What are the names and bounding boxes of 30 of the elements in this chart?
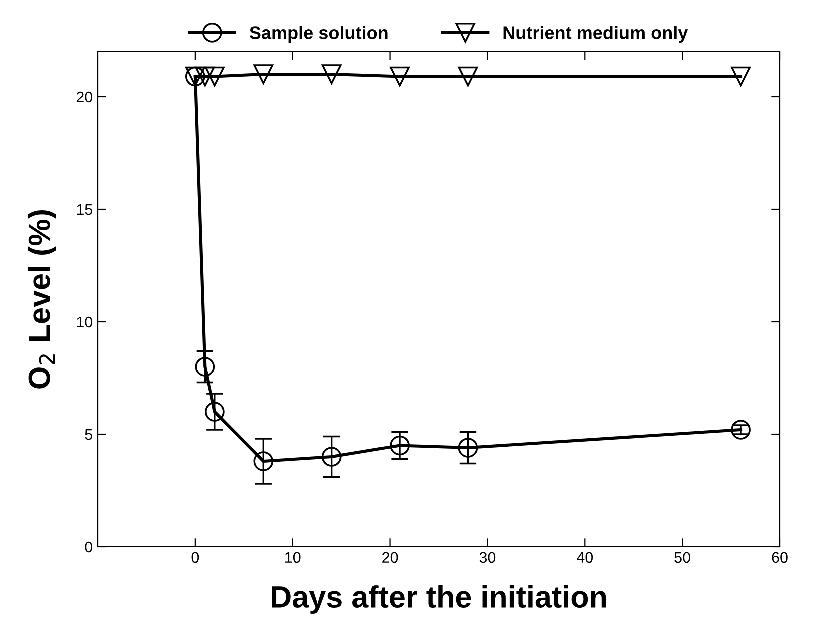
point: [204, 66, 225, 87]
point: [322, 64, 342, 84]
point: [254, 64, 274, 84]
legend-label: Nutrient medium only: [504, 26, 688, 43]
y-tick-label: 0: [85, 542, 93, 553]
x-tick-label: 50: [674, 552, 690, 564]
point: [195, 66, 216, 87]
x-tick-label: 0: [192, 552, 200, 564]
x-tick-label: 60: [772, 552, 788, 564]
point: [195, 357, 216, 377]
x-tick-label: 40: [577, 552, 594, 564]
y-tick-label: 10: [77, 316, 93, 328]
y-axis-title: O$_{2}$ Level (%): [28, 210, 56, 389]
y-tick-label: 20: [76, 92, 93, 103]
x-tick-label: 30: [480, 552, 496, 564]
point: [390, 436, 410, 456]
point: [731, 66, 751, 87]
legend-label: Sample solution: [250, 26, 388, 43]
point: [731, 420, 751, 440]
point: [322, 447, 342, 467]
y-tick-label: 15: [77, 204, 92, 216]
point: [458, 438, 478, 458]
point: [254, 452, 274, 472]
x-tick-label: 10: [286, 552, 301, 564]
point: [458, 66, 478, 87]
x-tick-label: 20: [382, 552, 398, 564]
point: [390, 66, 410, 87]
point: [204, 402, 225, 422]
x-axis-title: Days after the initiation: [272, 586, 606, 614]
y-tick-label: 5: [85, 430, 92, 440]
